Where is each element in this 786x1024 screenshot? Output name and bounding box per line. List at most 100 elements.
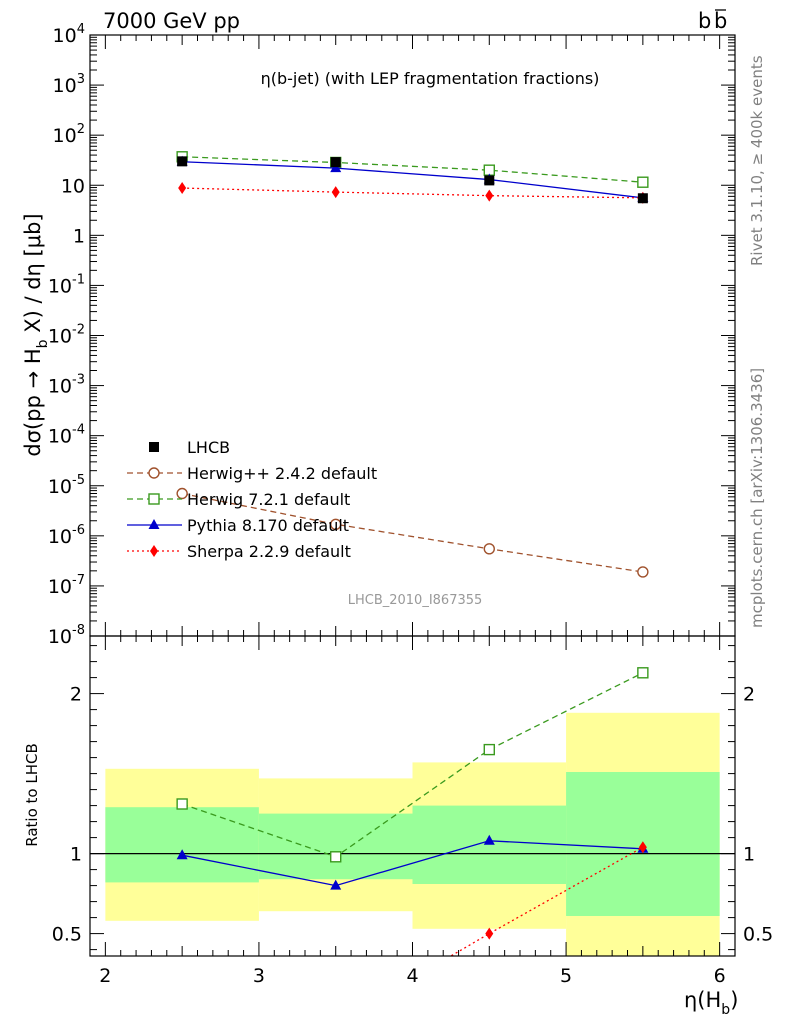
uncertainty-band-inner bbox=[105, 807, 259, 883]
main-plot-series bbox=[176, 151, 649, 578]
ratio-series-herwig-7-2-1-default bbox=[176, 667, 649, 863]
data-point bbox=[178, 182, 187, 195]
x-tick-label: 6 bbox=[714, 965, 726, 987]
mcplots-reference-label: mcplots.cern.ch [arXiv:1306.3436] bbox=[748, 368, 766, 628]
y-axis-label-rest: X) / dη [μb] bbox=[21, 213, 45, 339]
legend-label: LHCB bbox=[187, 438, 230, 457]
series-herwig-7-2-1-default bbox=[176, 151, 649, 188]
legend-marker bbox=[148, 519, 160, 529]
legend-label: Herwig++ 2.4.2 default bbox=[187, 464, 377, 483]
ratio-data-point bbox=[330, 879, 342, 890]
ratio-data-point bbox=[483, 743, 495, 756]
series-line-pythia-8-170-default bbox=[182, 161, 643, 199]
series-line-sherpa-2-2-9-default bbox=[182, 187, 643, 199]
header-title-left: 7000 GeV pp bbox=[103, 9, 240, 33]
main-plot-title: η(b-jet) (with LEP fragmentation fractio… bbox=[261, 69, 600, 88]
data-point bbox=[637, 193, 648, 204]
legend-marker bbox=[149, 442, 159, 452]
ratio-plot-axes: 2 3 4 5 6 0.5 0.5 1 1 2 2 bbox=[52, 636, 773, 987]
ratio-data-point bbox=[330, 851, 342, 863]
ratio-y-tick-label: 1 bbox=[70, 844, 82, 866]
data-point bbox=[177, 156, 188, 167]
y-tick-label: 104 bbox=[53, 22, 85, 47]
ratio-plot-panel: 2 3 4 5 6 0.5 0.5 1 1 2 2 Ratio to LHCB η(Hb) bbox=[23, 635, 773, 1018]
data-point bbox=[176, 487, 188, 500]
data-point bbox=[484, 175, 495, 186]
y-tick-label: 1 bbox=[73, 225, 85, 247]
data-point bbox=[637, 176, 649, 188]
ratio-y-tick-label-right: 1 bbox=[743, 844, 755, 866]
legend-item-lhcb: LHCB bbox=[149, 438, 230, 457]
legend-label: Pythia 8.170 default bbox=[187, 516, 349, 535]
legend-marker bbox=[148, 467, 160, 479]
x-tick-label: 5 bbox=[560, 965, 572, 987]
ratio-series-sherpa-2-2-9-default bbox=[449, 841, 647, 956]
main-plot-panel: 10-8 10-7 10-6 10-5 10-4 10-3 10-2 10-1 1 10 102 10… bbox=[21, 22, 736, 648]
legend-item-herwig-2-4-2-default: Herwig++ 2.4.2 default bbox=[127, 464, 377, 483]
header-title-right: b bbox=[698, 9, 711, 33]
uncertainty-band-inner bbox=[258, 813, 413, 880]
ratio-line-herwig-7-2-1-default bbox=[181, 672, 644, 858]
y-tick-label: 103 bbox=[53, 72, 85, 97]
legend-item-pythia-8-170-default: Pythia 8.170 default bbox=[127, 516, 349, 535]
ratio-y-tick-label-right: 0.5 bbox=[743, 924, 773, 946]
x-tick-label: 4 bbox=[406, 965, 418, 987]
ratio-data-point bbox=[483, 834, 495, 845]
legend-marker bbox=[148, 493, 160, 505]
header-title-right-bar: b bbox=[714, 9, 727, 33]
data-point bbox=[330, 157, 341, 168]
y-axis-label-main: dσ(pp → H bbox=[21, 348, 45, 456]
legend-item-herwig-7-2-1-default: Herwig 7.2.1 default bbox=[127, 490, 350, 509]
main-plot-y-axis-label: dσ(pp → Hb X) / dη [μb] bbox=[21, 213, 51, 456]
x-axis-label-main: η(H bbox=[684, 988, 721, 1012]
data-point bbox=[331, 186, 340, 199]
y-tick-label: 10-1 bbox=[48, 272, 85, 297]
data-point bbox=[330, 162, 342, 173]
x-tick-label: 2 bbox=[99, 965, 111, 987]
legend-marker bbox=[150, 545, 158, 557]
y-tick-label: 10-4 bbox=[48, 423, 85, 448]
y-tick-label: 10-2 bbox=[48, 323, 85, 348]
series-sherpa-2-2-9-default bbox=[178, 182, 647, 204]
ratio-uncertainty-bands bbox=[105, 712, 720, 956]
data-point bbox=[483, 543, 495, 555]
main-plot-axes: 10-8 10-7 10-6 10-5 10-4 10-3 10-2 10-1 1 10 102 10… bbox=[48, 22, 735, 648]
ratio-data-point bbox=[638, 841, 647, 854]
series-line-herwig-2-4-2-default bbox=[182, 492, 643, 573]
y-axis-label-sub: b bbox=[35, 339, 51, 348]
ratio-line-sherpa-2-2-9-default bbox=[449, 846, 644, 956]
legend-label: Herwig 7.2.1 default bbox=[187, 490, 350, 509]
y-tick-label: 10-7 bbox=[48, 573, 85, 598]
legend-label: Sherpa 2.2.9 default bbox=[187, 542, 351, 561]
series-pythia-8-170-default bbox=[176, 155, 649, 202]
y-tick-label: 10-8 bbox=[48, 623, 85, 648]
y-tick-label: 10-5 bbox=[48, 473, 85, 498]
x-axis-label-rest: ) bbox=[730, 988, 738, 1012]
series-lhcb bbox=[177, 156, 648, 204]
series-line-herwig-7-2-1-default bbox=[182, 156, 643, 183]
ratio-data-point bbox=[637, 667, 649, 679]
ratio-data-point bbox=[176, 798, 188, 810]
ratio-data-point bbox=[485, 927, 494, 940]
ratio-y-tick-label-right: 2 bbox=[743, 684, 755, 706]
legend-item-sherpa-2-2-9-default: Sherpa 2.2.9 default bbox=[127, 542, 351, 561]
y-tick-label: 102 bbox=[53, 122, 85, 147]
x-axis-label-sub: b bbox=[721, 1002, 730, 1018]
rivet-version-label: Rivet 3.1.10, ≥ 400k events bbox=[748, 55, 766, 266]
ratio-y-tick-label: 0.5 bbox=[52, 924, 82, 946]
legend: LHCB Herwig++ 2.4.2 default Herwig 7.2.1 d… bbox=[127, 438, 377, 561]
ratio-y-tick-label: 2 bbox=[70, 684, 82, 706]
y-tick-label: 10-3 bbox=[48, 373, 85, 398]
data-point bbox=[637, 566, 649, 578]
data-point bbox=[485, 189, 494, 202]
x-tick-label: 3 bbox=[253, 965, 265, 987]
x-axis-label: η(Hb) bbox=[684, 988, 738, 1018]
b-quark-bar-label: b bbox=[714, 9, 727, 33]
ratio-y-axis-label: Ratio to LHCB bbox=[23, 743, 41, 847]
ratio-line-pythia-8-170-default bbox=[182, 840, 643, 887]
y-tick-label: 10 bbox=[61, 175, 85, 197]
series-herwig-2-4-2-default bbox=[176, 487, 649, 578]
y-tick-label: 10-6 bbox=[48, 523, 85, 548]
ratio-plot-series bbox=[176, 667, 649, 956]
